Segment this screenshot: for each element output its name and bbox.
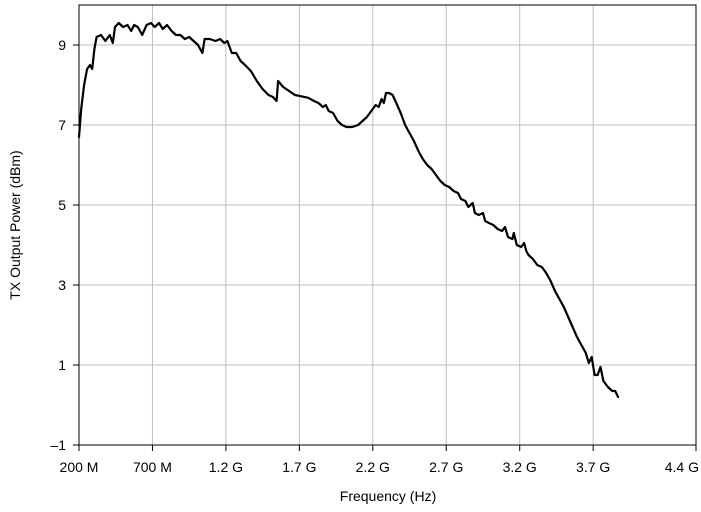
x-tick-label: 1.7 G — [282, 459, 316, 475]
y-tick-label: 5 — [58, 197, 66, 213]
y-tick-label: 7 — [58, 117, 66, 133]
y-tick-labels: –1 1 3 5 7 9 — [50, 37, 66, 453]
y-tick-label: 3 — [58, 277, 66, 293]
grid-lines — [78, 5, 697, 446]
y-tick-label: –1 — [50, 437, 66, 453]
x-tick-label: 3.7 G — [576, 459, 610, 475]
plot-frame — [78, 4, 697, 446]
x-tick-labels: 200 M 700 M 1.2 G 1.7 G 2.2 G 2.7 G 3.2 G 3.7 G… — [60, 459, 699, 475]
x-tick-label: 4.4 G — [665, 459, 699, 475]
x-axis-title: Frequency (Hz) — [340, 488, 436, 504]
x-tick-label: 700 M — [133, 459, 172, 475]
series-line — [77, 21, 620, 399]
y-axis-title: TX Output Power (dBm) — [7, 150, 23, 299]
x-tick-label: 2.2 G — [356, 459, 390, 475]
x-tick-label: 200 M — [60, 459, 99, 475]
y-tick-label: 9 — [58, 37, 66, 53]
axis-ticks — [73, 44, 697, 451]
y-tick-label: 1 — [58, 357, 66, 373]
x-tick-label: 1.2 G — [209, 459, 243, 475]
x-tick-label: 2.7 G — [429, 459, 463, 475]
x-tick-label: 3.2 G — [503, 459, 537, 475]
